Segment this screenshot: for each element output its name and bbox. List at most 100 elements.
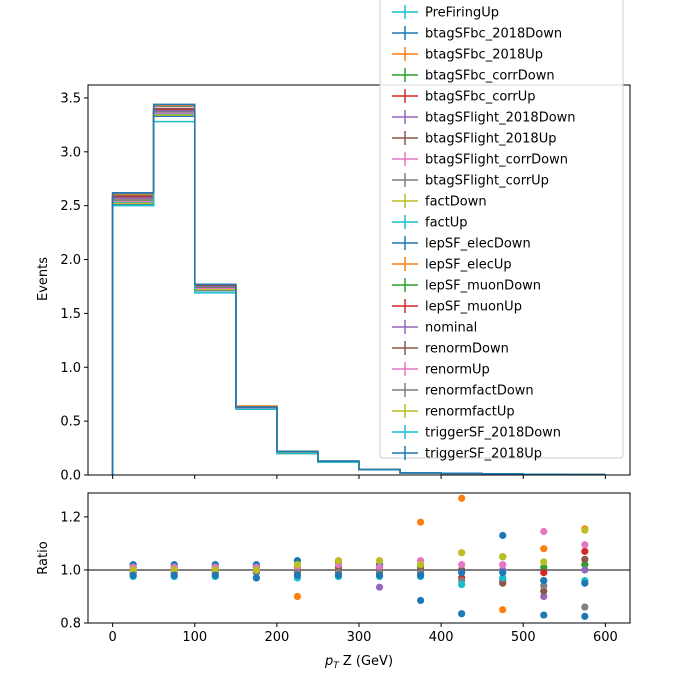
- ratio-point: [170, 566, 178, 574]
- ratio-y-tick-label: 1.2: [60, 510, 81, 525]
- legend-label: renormUp: [425, 363, 490, 378]
- ratio-point: [334, 557, 343, 565]
- ratio-point: [293, 561, 302, 569]
- ratio-x-tick-label: 500: [511, 630, 536, 645]
- ratio-point: [581, 612, 589, 620]
- ratio-point: [581, 579, 589, 587]
- legend-label: lepSF_elecDown: [425, 237, 531, 252]
- top-y-tick-label: 2.5: [60, 199, 81, 214]
- legend-label: btagSFlight_corrUp: [425, 174, 549, 189]
- legend-label: lepSF_muonUp: [425, 300, 522, 315]
- ratio-point: [581, 547, 589, 555]
- legend-item-btagSFbc_corrUp: btagSFbc_corrUp: [392, 89, 536, 105]
- legend-item-lepSF_muonUp: lepSF_muonUp: [392, 299, 522, 315]
- ratio-point: [416, 561, 425, 569]
- ratio-point: [540, 576, 548, 585]
- ratio-x-tick-label: 300: [347, 630, 372, 645]
- ratio-point: [375, 557, 384, 565]
- ratio-point: [334, 571, 343, 579]
- ratio-y-tick-label: 0.8: [60, 617, 81, 632]
- ratio-point: [458, 610, 466, 618]
- ratio-point: [581, 555, 589, 563]
- ratio-x-tick-label: 400: [429, 630, 454, 645]
- ratio-point: [416, 518, 425, 526]
- ratio-point: [540, 611, 548, 619]
- ratio-point: [540, 587, 548, 595]
- ratio-point: [499, 561, 507, 569]
- legend-label: renormfactDown: [425, 384, 534, 399]
- ratio-point: [540, 592, 548, 601]
- ratio-x-tick-label: 100: [182, 630, 207, 645]
- legend-item-lepSF_muonDown: lepSF_muonDown: [392, 278, 541, 294]
- ratio-point: [375, 583, 384, 591]
- ratio-point: [581, 603, 589, 611]
- ratio-point: [499, 574, 507, 582]
- ratio-point: [293, 571, 302, 579]
- ratio-point: [499, 553, 507, 561]
- ratio-point: [581, 561, 589, 569]
- ratio-point: [293, 592, 302, 601]
- legend-item-btagSFlight_2018Down: btagSFlight_2018Down: [392, 110, 576, 126]
- legend-label: nominal: [425, 321, 477, 336]
- ratio-point: [458, 568, 466, 577]
- ratio-point: [499, 606, 507, 614]
- top-plot-panel: 0.0 0.5 1.0 1.5 2.0 2.5 3.0 3.5: [60, 84, 631, 484]
- top-y-tick-label: 2.0: [60, 253, 81, 268]
- legend-item-btagSFbc_2018Down: btagSFbc_2018Down: [392, 26, 562, 42]
- ratio-point: [375, 571, 384, 579]
- top-y-tick-label: 3.5: [60, 91, 81, 106]
- top-y-tick-label: 1.0: [60, 361, 81, 376]
- legend-label: btagSFlight_2018Up: [425, 132, 556, 147]
- legend-label: btagSFbc_corrDown: [425, 69, 555, 84]
- legend-label: lepSF_elecUp: [425, 258, 512, 273]
- ratio-point: [540, 568, 548, 577]
- legend-label: btagSFlight_corrDown: [425, 153, 568, 168]
- ratio-point: [581, 541, 589, 549]
- ratio-plot-frame: [87, 492, 631, 624]
- legend-label: btagSFbc_corrUp: [425, 90, 536, 105]
- ratio-x-tick-label: 0: [108, 630, 116, 645]
- ratio-point: [499, 531, 507, 540]
- ratio-y-tick-label: 1.0: [60, 563, 81, 578]
- ratio-point: [458, 494, 466, 502]
- legend-box: [379, 0, 624, 459]
- legend-label: btagSFbc_2018Up: [425, 48, 543, 63]
- ratio-point: [458, 549, 466, 557]
- histogram-line-triggerSF_2018Up: [111, 103, 606, 476]
- legend-item-triggerSF_2018Up: triggerSF_2018Up: [392, 446, 542, 462]
- ratio-point: [540, 563, 548, 571]
- legend-item-renormUp: renormUp: [392, 362, 490, 378]
- legend-item-renormfactUp: renormfactUp: [392, 404, 515, 420]
- top-y-tick-label: 3.0: [60, 145, 81, 160]
- ratio-point: [540, 558, 548, 566]
- legend-item-nominal: nominal: [392, 320, 477, 336]
- legend-item-factUp: factUp: [392, 215, 468, 231]
- ratio-point: [540, 582, 548, 590]
- legend-label: PreFiringUp: [425, 6, 499, 21]
- top-y-tick-label: 1.5: [60, 307, 81, 322]
- ratio-point: [211, 566, 219, 574]
- legend-item-PreFiringUp: PreFiringUp: [392, 5, 499, 21]
- ratio-point: [458, 561, 466, 569]
- ratio-point: [252, 566, 260, 574]
- ratio-point: [211, 571, 219, 579]
- top-y-tick-label: 0.0: [60, 469, 81, 484]
- legend-label: factDown: [425, 195, 487, 210]
- ratio-plot-panel: 0.8 1.0 1.2 0 100 200 300 400 500 600: [60, 492, 631, 645]
- legend-item-lepSF_elecUp: lepSF_elecUp: [392, 257, 512, 273]
- legend-item-btagSFlight_2018Up: btagSFlight_2018Up: [392, 131, 556, 147]
- legend-item-btagSFbc_2018Up: btagSFbc_2018Up: [392, 47, 543, 63]
- ratio-point: [581, 526, 589, 534]
- ratio-point: [129, 571, 137, 579]
- legend-label: lepSF_muonDown: [425, 279, 541, 294]
- legend-item-factDown: factDown: [392, 194, 487, 210]
- legend-item-renormDown: renormDown: [392, 341, 509, 357]
- legend-label: renormDown: [425, 342, 509, 357]
- legend-label: btagSFlight_2018Down: [425, 111, 576, 126]
- legend-label: triggerSF_2018Down: [425, 426, 561, 441]
- legend-item-lepSF_elecDown: lepSF_elecDown: [392, 236, 531, 252]
- ratio-point: [129, 566, 137, 574]
- legend-item-triggerSF_2018Down: triggerSF_2018Down: [392, 425, 561, 441]
- legend-item-renormfactDown: renormfactDown: [392, 383, 534, 399]
